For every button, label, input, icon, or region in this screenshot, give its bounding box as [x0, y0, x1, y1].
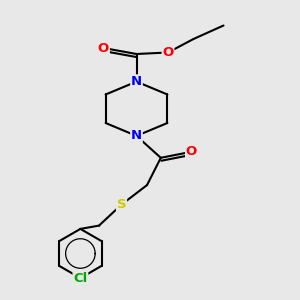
- Text: O: O: [162, 46, 174, 59]
- Text: N: N: [131, 129, 142, 142]
- Text: O: O: [98, 41, 109, 55]
- Text: S: S: [117, 198, 126, 211]
- Text: O: O: [186, 145, 197, 158]
- Text: Cl: Cl: [73, 272, 88, 285]
- Text: N: N: [131, 75, 142, 88]
